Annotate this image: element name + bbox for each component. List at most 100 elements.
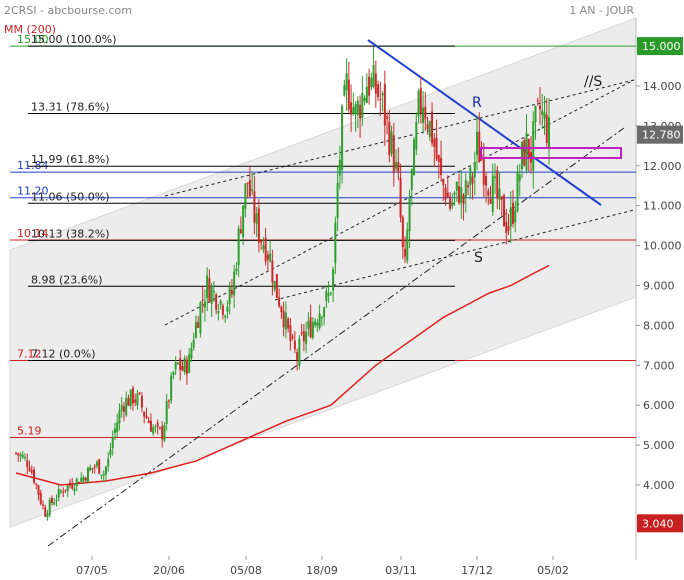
candle-body <box>287 318 290 329</box>
fibonacci-retracement: 15.00 (100.0%) 13.31 (78.6%) 11.99 (61.8%)… <box>28 33 455 362</box>
candle-body <box>260 240 263 243</box>
candle-body <box>156 422 159 427</box>
candle-body <box>82 477 85 481</box>
main-uptrend-line <box>47 127 625 547</box>
candle-body <box>228 286 231 305</box>
price-tag-label: 12.780 <box>642 129 681 142</box>
level-label: 11.20 <box>17 185 49 198</box>
candle-body <box>280 306 283 313</box>
candle-body <box>498 188 501 200</box>
candle-body <box>386 116 389 119</box>
candle-body <box>343 85 346 96</box>
x-tick-label: 18/09 <box>306 564 338 577</box>
price-tags: 15.000 12.780 3.040 <box>637 37 683 533</box>
candle-body <box>482 157 485 185</box>
candle-body <box>485 176 488 186</box>
candle-body <box>543 112 546 119</box>
candle-body <box>316 322 319 326</box>
candle-body <box>109 449 112 456</box>
candle-body <box>111 437 114 449</box>
price-tag-label: 3.040 <box>642 517 674 530</box>
candle-body <box>165 401 168 425</box>
candle-body <box>248 180 251 197</box>
ma-legend: MM (200) <box>4 23 56 36</box>
y-tick-label: 4.000 <box>643 479 675 492</box>
candle-body <box>21 454 24 458</box>
candle-body <box>174 362 177 370</box>
candle-body <box>161 426 164 440</box>
candle-body <box>26 460 29 468</box>
candle-body <box>545 114 548 143</box>
candle-body <box>127 397 130 406</box>
candle-body <box>512 202 515 224</box>
candle-body <box>278 297 281 307</box>
candle-body <box>293 340 296 350</box>
candle-body <box>410 169 413 191</box>
candle-body <box>154 426 157 428</box>
candle-body <box>199 302 202 334</box>
candle-body <box>95 461 98 467</box>
candle-body <box>341 106 344 171</box>
candle-body <box>262 245 265 250</box>
candle-body <box>120 405 123 411</box>
candle-body <box>275 274 278 298</box>
x-tick-label: 05/02 <box>537 564 569 577</box>
candle-body <box>44 507 47 517</box>
candle-body <box>392 135 395 174</box>
candle-body <box>23 457 26 459</box>
candle-body <box>244 183 247 209</box>
candle-body <box>345 73 348 91</box>
candle-body <box>113 428 116 433</box>
candle-body <box>221 305 224 315</box>
candle-body <box>377 84 380 98</box>
candle-body <box>203 301 206 308</box>
candle-body <box>532 121 535 171</box>
x-tick-label: 07/05 <box>76 564 108 577</box>
candle-body <box>356 100 359 115</box>
candle-body <box>473 162 476 178</box>
candle-body <box>217 311 220 314</box>
candle-body <box>176 362 179 364</box>
candle-body <box>194 321 197 338</box>
fibo-label: 11.99 (61.8%) <box>31 153 110 166</box>
candle-body <box>158 427 161 429</box>
y-tick-label: 14.000 <box>643 80 682 93</box>
candle-body <box>302 330 305 342</box>
candle-body <box>129 389 132 406</box>
candle-body <box>239 229 242 234</box>
candle-body <box>374 73 377 94</box>
candle-body <box>323 307 326 317</box>
candle-body <box>415 121 418 150</box>
candle-body <box>197 322 200 328</box>
candle-body <box>246 182 249 184</box>
x-tick-label: 20/06 <box>153 564 185 577</box>
candle-body <box>224 315 227 318</box>
candle-body <box>397 162 400 173</box>
candle-body <box>372 64 375 87</box>
candle-body <box>318 313 321 329</box>
y-tick-label: 6.000 <box>643 399 675 412</box>
annotation-parallel-support: //S <box>584 74 602 90</box>
candle-body <box>291 336 294 339</box>
candle-body <box>428 120 431 137</box>
candle-body <box>93 466 96 468</box>
level-label: 15.00 <box>17 33 49 46</box>
level-label: 11.84 <box>17 159 49 172</box>
annotation-resistance: R <box>472 95 482 111</box>
candle-body <box>172 372 175 375</box>
candle-body <box>71 483 74 489</box>
fibo-label: 10.13 (38.2%) <box>31 227 110 240</box>
candle-body <box>73 488 76 491</box>
candle-body <box>539 105 542 110</box>
candle-body <box>100 474 103 476</box>
candle-body <box>30 470 33 473</box>
candle-body <box>370 77 373 88</box>
candle-body <box>75 478 78 487</box>
candle-body <box>460 187 463 204</box>
candle-body <box>352 107 355 114</box>
candle-body <box>152 427 155 434</box>
candle-body <box>296 352 299 360</box>
level-label: 5.19 <box>17 425 42 438</box>
candle-body <box>188 354 191 373</box>
candle-body <box>271 260 274 283</box>
